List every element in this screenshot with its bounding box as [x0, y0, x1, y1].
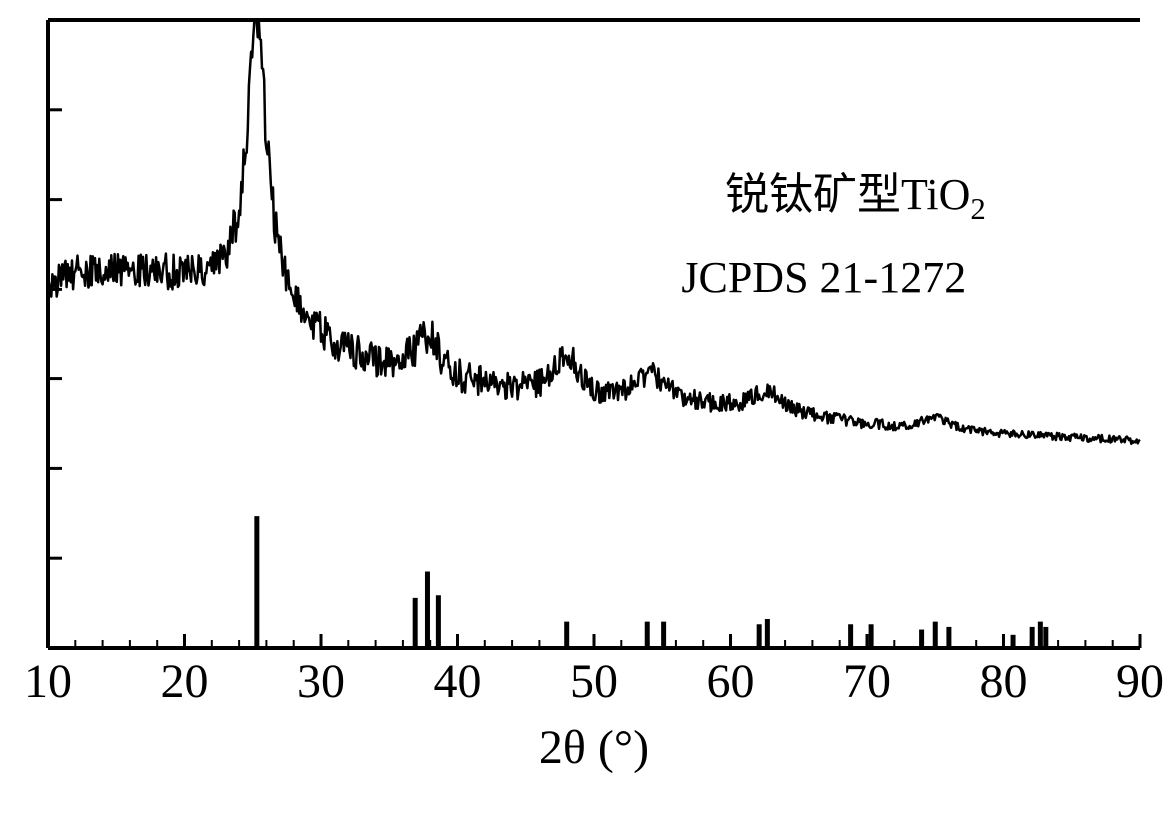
chart-svg — [0, 0, 1168, 835]
x-tick-label: 90 — [1116, 654, 1164, 709]
annotation-jcpds: JCPDS 21-1272 — [681, 252, 966, 303]
x-tick-label: 30 — [297, 654, 345, 709]
x-tick-label: 60 — [707, 654, 755, 709]
annotation-phase: 锐钛矿型TiO2 — [725, 158, 986, 227]
x-tick-label: 50 — [570, 654, 618, 709]
x-tick-label: 80 — [980, 654, 1028, 709]
x-axis-label: 2θ (°) — [539, 720, 649, 775]
x-tick-label: 10 — [24, 654, 72, 709]
xrd-chart: 10 20 30 40 50 60 70 80 90 2θ (°) 锐钛矿型TiO2 JCPDS 21… — [0, 0, 1168, 835]
x-tick-label: 20 — [161, 654, 209, 709]
x-tick-label: 70 — [843, 654, 891, 709]
x-tick-label: 40 — [434, 654, 482, 709]
